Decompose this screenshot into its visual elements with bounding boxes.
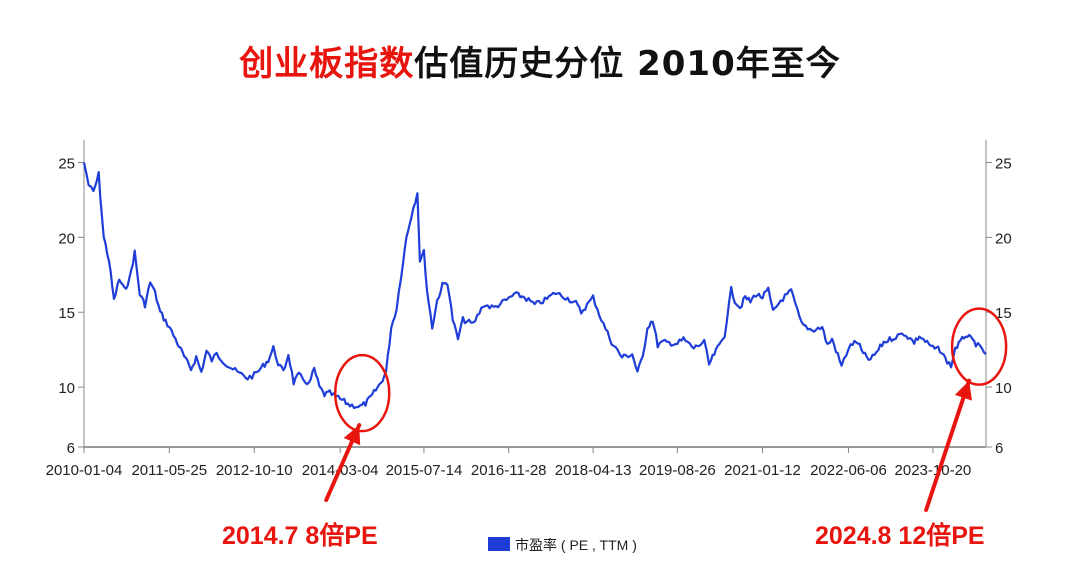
- annotation-layer: 2014.7 8倍PE 2024.8 12倍PE: [222, 307, 1008, 550]
- y-tick-label-right: 10: [995, 380, 1012, 397]
- x-tick-label: 2011-05-25: [131, 462, 207, 479]
- annotation-2014: 2014.7 8倍PE: [222, 521, 378, 550]
- y-tick-label-right: 25: [995, 155, 1012, 172]
- pe-ttm-series-line: [82, 162, 987, 410]
- y-tick-label-right: 6: [995, 440, 1003, 457]
- y-tick-label-right: 15: [995, 305, 1012, 322]
- legend-swatch: [488, 537, 510, 551]
- y-tick-label-right: 20: [995, 230, 1012, 247]
- x-tick-label: 2019-08-26: [639, 462, 716, 479]
- line-layer: [82, 162, 987, 410]
- y-tick-label-left: 6: [67, 440, 75, 457]
- x-tick-label: 2012-10-10: [216, 462, 293, 479]
- y-tick-label-left: 20: [58, 230, 75, 247]
- arrow-2024-head: [954, 380, 972, 401]
- y-tick-label-left: 25: [58, 155, 75, 172]
- title-highlight: 创业板指数: [239, 44, 415, 84]
- x-tick-label: 2010-01-04: [46, 462, 123, 479]
- annotation-2024: 2024.8 12倍PE: [815, 521, 985, 550]
- chart-title: 创业板指数估值历史分位 2010年至今: [0, 36, 1080, 85]
- y-tick-label-left: 10: [58, 380, 75, 397]
- legend: 市盈率 ( PE , TTM ): [488, 537, 637, 553]
- highlight-circle-2014: [333, 353, 391, 433]
- legend-label: 市盈率 ( PE , TTM ): [515, 537, 637, 553]
- arrow-2024-shaft: [924, 378, 972, 512]
- arrow-2014-head: [343, 425, 361, 446]
- x-tick-label: 2022-06-06: [810, 462, 887, 479]
- title-rest: 估值历史分位 2010年至今: [414, 44, 841, 84]
- x-tick-label: 2018-04-13: [555, 462, 632, 479]
- x-tick-label: 2015-07-14: [386, 462, 463, 479]
- y-tick-label-left: 15: [58, 305, 75, 322]
- x-tick-label: 2016-11-28: [471, 462, 547, 479]
- chart-axes: 6 6 10 10 15 15 20 20 25 25 2010-01-04 2011-05-25 20…: [46, 140, 1012, 479]
- x-tick-label: 2023-10-20: [895, 462, 972, 479]
- highlight-circle-2024: [950, 307, 1008, 386]
- x-tick-label: 2021-01-12: [724, 462, 801, 479]
